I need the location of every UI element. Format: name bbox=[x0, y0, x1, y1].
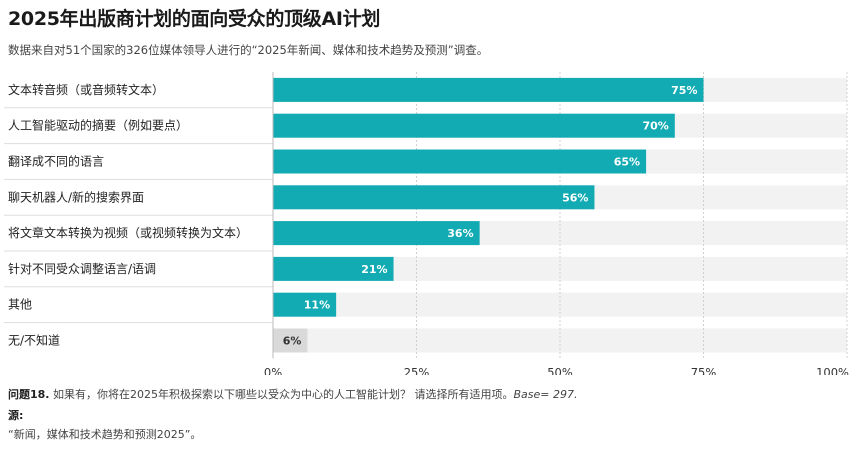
source-label: 源: bbox=[8, 409, 24, 422]
category-label: 文本转音频（或音频转文本） bbox=[8, 82, 164, 97]
question-note: 问题18. 如果有，你将在2025年积极探索以下哪些以受众为中心的人工智能计划？… bbox=[8, 386, 577, 402]
bar bbox=[273, 256, 394, 281]
chart-subtitle: 数据来自对51个国家的326位媒体领导人进行的“2025年新闻、媒体和技术趋势及… bbox=[8, 43, 489, 57]
value-label: 70% bbox=[642, 120, 668, 133]
bar bbox=[273, 149, 647, 174]
value-label: 6% bbox=[283, 335, 302, 348]
bar bbox=[273, 77, 704, 102]
chart-title: 2025年出版商计划的面向受众的顶级AI计划 bbox=[8, 8, 381, 30]
question-label: 问题18. bbox=[8, 388, 50, 401]
bar bbox=[273, 292, 337, 317]
category-label: 翻译成不同的语言 bbox=[8, 154, 104, 169]
value-label: 56% bbox=[562, 191, 588, 204]
tick-label: 100% bbox=[816, 365, 849, 375]
question-text: 如果有，你将在2025年积极探索以下哪些以受众为中心的人工智能计划？ 请选择所有… bbox=[49, 388, 514, 401]
value-label: 75% bbox=[671, 84, 697, 97]
bar bbox=[273, 185, 595, 210]
value-label: 21% bbox=[361, 263, 387, 276]
base-note: Base= 297. bbox=[513, 388, 578, 401]
category-label: 针对不同受众调整语言/语调 bbox=[8, 261, 156, 276]
category-label: 人工智能驱动的摘要（例如要点） bbox=[8, 118, 188, 133]
bar bbox=[273, 221, 480, 246]
bar bbox=[273, 328, 308, 353]
category-label: 无/不知道 bbox=[8, 334, 60, 348]
bar bbox=[273, 113, 675, 138]
value-label: 36% bbox=[447, 227, 473, 240]
value-label: 11% bbox=[304, 299, 330, 312]
tick-label: 25% bbox=[404, 365, 430, 375]
category-label: 将文章文本转换为视频（或视频转换为文本） bbox=[8, 225, 248, 240]
value-label: 65% bbox=[614, 156, 640, 169]
category-label: 其他 bbox=[8, 298, 32, 312]
bar-chart: 文本转音频（或音频转文本） 75% 人工智能驱动的摘要（例如要点） 70% 翻译成不同的… bbox=[4, 72, 849, 375]
tick-label: 50% bbox=[547, 365, 573, 375]
source-text: “新闻，媒体和技术趋势和预测2025”。 bbox=[8, 428, 202, 441]
tick-label: 0% bbox=[264, 365, 282, 375]
tick-label: 75% bbox=[691, 365, 717, 375]
category-label: 聊天机器人/新的搜索界面 bbox=[8, 189, 144, 204]
